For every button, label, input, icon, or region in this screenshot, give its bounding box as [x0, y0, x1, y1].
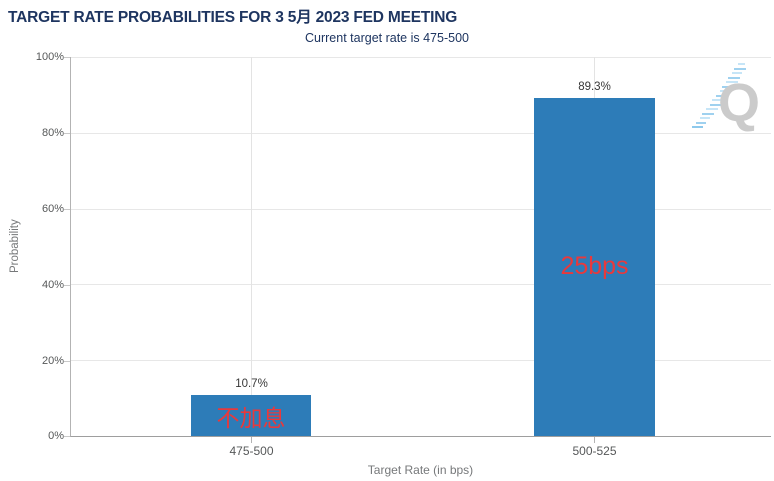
- gridline-cat-475-500: [251, 57, 252, 436]
- y-tick: [64, 57, 70, 58]
- bar-500-525[interactable]: 25bps: [534, 97, 655, 436]
- x-tick: [594, 437, 595, 443]
- gridline-40: [71, 284, 771, 285]
- y-tick-label-60: 60%: [41, 203, 64, 215]
- y-tick: [64, 133, 70, 134]
- y-axis-title: Probability: [9, 219, 21, 274]
- gridline-100: [71, 57, 771, 58]
- chart-title: TARGET RATE PROBABILITIES FOR 3 5月 2023 …: [8, 9, 458, 26]
- bar-value-label-475-500: 10.7%: [235, 378, 268, 391]
- annotation-no-hike: 不加息: [216, 404, 286, 431]
- annotation-25bps: 25bps: [560, 252, 629, 281]
- y-tick: [64, 436, 70, 437]
- gridline-60: [71, 209, 771, 210]
- x-category-label-475-500: 475-500: [229, 444, 274, 458]
- x-category-label-500-525: 500-525: [572, 444, 617, 458]
- x-tick: [251, 437, 252, 443]
- gridline-80: [71, 133, 771, 134]
- y-tick-label-40: 40%: [41, 279, 64, 291]
- plot-area: 10.7% 89.3% 不加息 25bps: [70, 57, 771, 437]
- y-tick: [64, 285, 70, 286]
- gridline-20: [71, 360, 771, 361]
- y-tick: [64, 361, 70, 362]
- bar-475-500[interactable]: 不加息: [191, 395, 311, 436]
- x-axis-title: Target Rate (in bps): [367, 463, 474, 477]
- chart-subtitle: Current target rate is 475-500: [305, 31, 469, 45]
- y-tick-label-20: 20%: [41, 355, 64, 367]
- y-tick-label-0: 0%: [48, 430, 64, 442]
- y-tick-label-100: 100%: [35, 51, 64, 63]
- y-tick: [64, 209, 70, 210]
- bar-value-label-500-525: 89.3%: [578, 80, 611, 93]
- y-tick-label-80: 80%: [41, 127, 64, 139]
